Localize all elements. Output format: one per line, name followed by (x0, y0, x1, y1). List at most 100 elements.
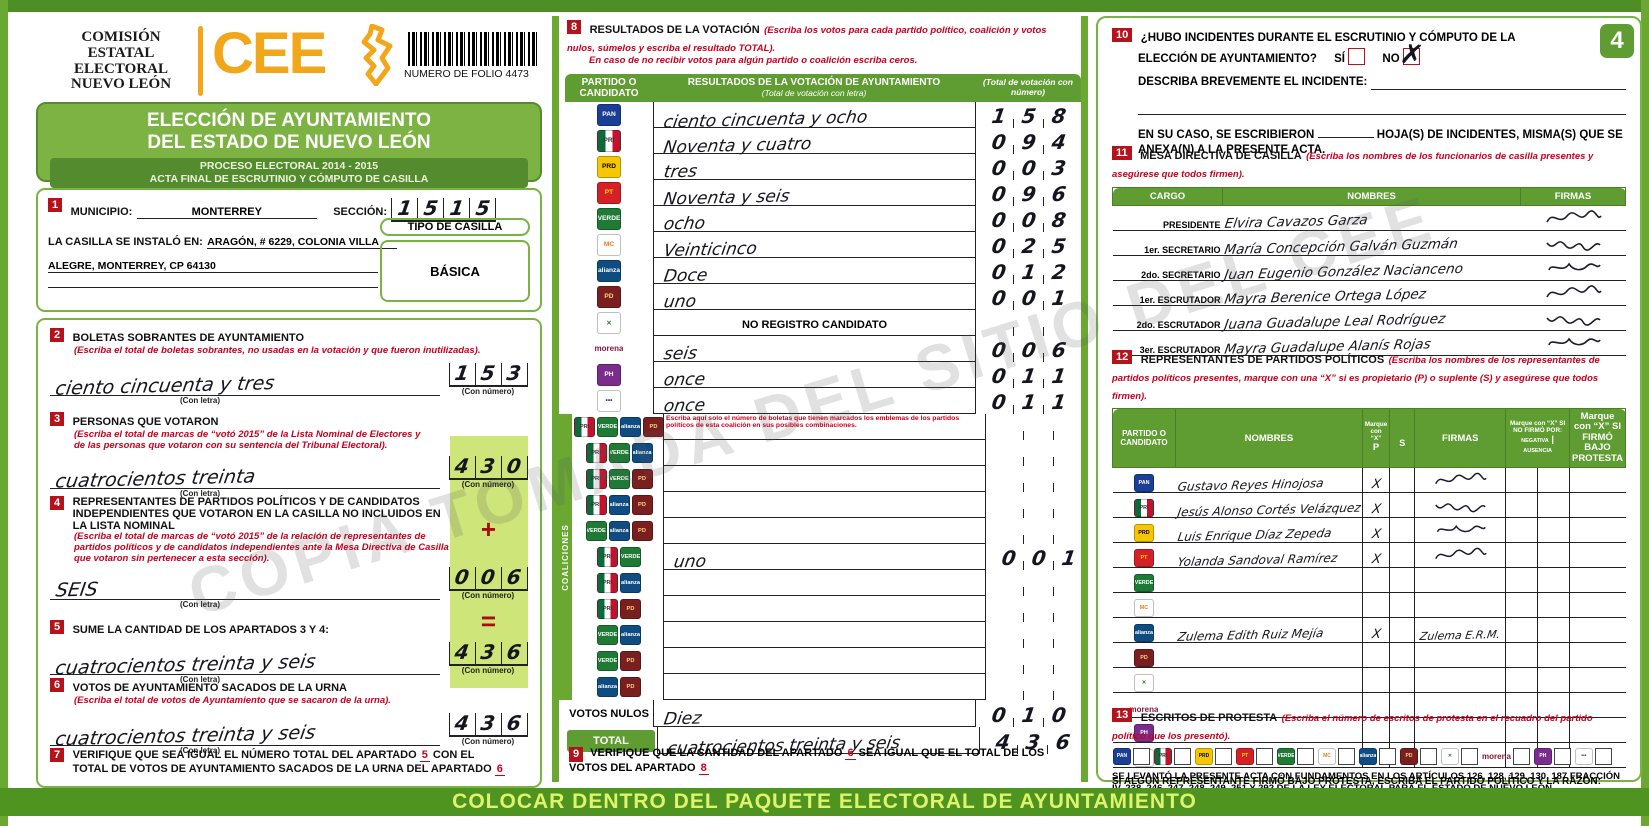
propietario-cell[interactable] (1361, 592, 1390, 619)
ausencia-cell[interactable] (1537, 542, 1570, 569)
votes-words-cell[interactable] (663, 674, 985, 700)
firma-cell[interactable] (1520, 255, 1626, 281)
votes-words-cell[interactable]: Escriba aquí solo el número de boletas q… (663, 414, 985, 440)
suplente-cell[interactable] (1389, 667, 1415, 694)
firma-cell[interactable] (1414, 642, 1506, 669)
protesta-cell[interactable] (1568, 642, 1626, 669)
propietario-cell[interactable] (1361, 667, 1390, 694)
votes-number-cell[interactable] (985, 440, 1091, 466)
municipio-value[interactable]: MONTERREY (136, 206, 317, 219)
mc-protesta-box[interactable] (1338, 748, 1355, 765)
nombre-cell[interactable] (1175, 692, 1363, 719)
firma-cell[interactable] (1520, 230, 1626, 256)
votes-words-cell[interactable] (663, 622, 985, 648)
votes-number-cell[interactable] (985, 492, 1091, 518)
votes-number-cell[interactable] (985, 622, 1091, 648)
votes-words-cell[interactable] (663, 518, 985, 544)
firma-cell[interactable] (1414, 492, 1506, 519)
nombre-cell[interactable]: Zulema Edith Ruiz Mejía (1175, 617, 1363, 644)
votes-words-cell[interactable]: NO REGISTRO CANDIDATO (653, 310, 975, 336)
propietario-cell[interactable] (1361, 567, 1390, 594)
votes-number-cell[interactable] (985, 414, 1091, 440)
democrata-protesta-box[interactable] (1420, 748, 1437, 765)
propietario-cell[interactable]: X (1361, 467, 1390, 494)
ausencia-cell[interactable] (1537, 717, 1570, 744)
suplente-cell[interactable] (1389, 517, 1415, 544)
votes-words-cell[interactable] (663, 466, 985, 492)
protesta-cell[interactable] (1568, 617, 1626, 644)
section-3-letra-line[interactable]: cuatrocientos treinta (50, 464, 440, 492)
nombre-cell[interactable]: Mayra Berenice Ortega López (1222, 280, 1521, 308)
propietario-cell[interactable]: X (1361, 617, 1390, 644)
protesta-cell[interactable] (1568, 517, 1626, 544)
firma-cell[interactable] (1520, 305, 1626, 331)
total-letra[interactable]: cuatrocientos treinta y seis (657, 727, 979, 759)
nombre-cell[interactable]: Elvira Cavazos Garza (1222, 205, 1521, 232)
votes-number-cell[interactable] (985, 518, 1091, 544)
propietario-cell[interactable] (1361, 642, 1390, 669)
casilla-address-line1[interactable]: ARAGÓN, # 6229, COLONIA VILLA (207, 236, 398, 249)
nombre-cell[interactable]: Jesús Alonso Cortés Velázquez (1175, 492, 1363, 520)
ausencia-cell[interactable] (1537, 467, 1570, 494)
firma-cell[interactable] (1414, 517, 1506, 544)
pri-protesta-box[interactable] (1174, 748, 1191, 765)
nombre-cell[interactable]: Luis Enrique Díaz Zepeda (1175, 517, 1363, 544)
section-6-letra-line[interactable]: cuatrocientos treinta y seis (50, 721, 440, 750)
firma-cell[interactable] (1520, 330, 1626, 356)
negativa-cell[interactable] (1505, 542, 1538, 569)
negativa-cell[interactable] (1505, 642, 1538, 669)
suplente-cell[interactable] (1389, 592, 1415, 619)
section-2-letra-line[interactable]: ciento cincuenta y tres (50, 371, 440, 400)
votes-number-cell[interactable] (985, 596, 1091, 622)
incident-blank-line1[interactable] (1371, 75, 1626, 90)
alianza-protesta-box[interactable] (1379, 748, 1396, 765)
prd-protesta-box[interactable] (1215, 748, 1232, 765)
ausencia-cell[interactable] (1537, 592, 1570, 619)
suplente-cell[interactable] (1389, 567, 1415, 594)
votes-number-cell[interactable] (985, 570, 1091, 596)
votes-number-cell[interactable] (985, 648, 1091, 674)
negativa-cell[interactable] (1505, 492, 1538, 519)
pan-protesta-box[interactable] (1133, 748, 1150, 765)
negativa-cell[interactable] (1505, 467, 1538, 494)
nombre-cell[interactable] (1175, 642, 1363, 669)
propietario-cell[interactable]: X (1361, 542, 1390, 569)
humanista-protesta-box[interactable] (1553, 748, 1571, 765)
ausencia-cell[interactable] (1537, 642, 1570, 669)
votes-words-cell[interactable] (663, 596, 985, 622)
votes-words-cell[interactable]: once (653, 388, 975, 417)
suplente-cell[interactable] (1389, 492, 1415, 519)
section-4-letra-line[interactable]: SEIS (50, 575, 440, 601)
nombre-cell[interactable]: Juana Guadalupe Leal Rodríguez (1222, 305, 1521, 333)
protesta-cell[interactable] (1568, 567, 1626, 594)
casilla-address-line2[interactable]: ALEGRE, MONTERREY, CP 64130 (48, 260, 378, 273)
firma-cell[interactable] (1414, 542, 1506, 569)
votes-words-cell[interactable] (663, 440, 985, 466)
firma-cell[interactable] (1414, 717, 1506, 744)
protesta-cell[interactable] (1568, 717, 1626, 744)
encuentro-protesta-box[interactable] (1594, 748, 1612, 765)
section-5-letra-line[interactable]: cuatrocientos treinta y seis (50, 650, 440, 679)
votes-words-cell[interactable]: tres (653, 154, 975, 182)
suplente-cell[interactable] (1389, 642, 1415, 669)
votes-number-cell[interactable] (975, 310, 1081, 336)
votes-words-cell[interactable]: once (653, 362, 975, 391)
suplente-cell[interactable] (1389, 542, 1415, 569)
firma-cell[interactable]: Zulema E.R.M. (1414, 617, 1506, 643)
hojas-count-blank[interactable] (1317, 123, 1374, 138)
no-checkbox[interactable]: ✗ (1398, 37, 1426, 73)
negativa-cell[interactable] (1505, 692, 1538, 719)
negativa-cell[interactable] (1505, 567, 1538, 594)
protesta-cell[interactable] (1568, 542, 1626, 569)
ausencia-cell[interactable] (1537, 617, 1570, 644)
